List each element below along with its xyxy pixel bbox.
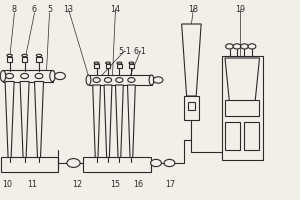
FancyBboxPatch shape [22, 56, 27, 62]
FancyBboxPatch shape [244, 122, 259, 150]
Ellipse shape [129, 62, 134, 64]
Ellipse shape [94, 62, 99, 64]
FancyBboxPatch shape [1, 157, 58, 172]
FancyBboxPatch shape [117, 64, 122, 68]
FancyBboxPatch shape [36, 56, 42, 62]
Circle shape [226, 44, 233, 49]
Text: 12: 12 [72, 180, 82, 189]
Circle shape [248, 44, 256, 49]
Text: 13: 13 [63, 4, 74, 14]
Circle shape [233, 44, 241, 49]
Circle shape [116, 78, 123, 82]
Ellipse shape [50, 71, 55, 82]
Text: 19: 19 [235, 4, 245, 14]
Text: 15: 15 [110, 180, 121, 189]
Text: 16: 16 [134, 180, 144, 189]
Polygon shape [104, 85, 112, 162]
Text: 18: 18 [188, 4, 199, 14]
FancyBboxPatch shape [106, 64, 110, 68]
FancyBboxPatch shape [94, 64, 99, 68]
Text: 14: 14 [110, 4, 121, 14]
Polygon shape [34, 82, 43, 162]
Ellipse shape [149, 75, 154, 85]
FancyBboxPatch shape [83, 157, 151, 172]
Ellipse shape [36, 54, 42, 57]
Circle shape [55, 72, 65, 80]
Polygon shape [20, 82, 29, 162]
Polygon shape [182, 24, 201, 96]
FancyBboxPatch shape [225, 100, 259, 116]
Ellipse shape [117, 62, 122, 64]
Circle shape [241, 44, 248, 49]
Circle shape [6, 73, 14, 79]
Ellipse shape [106, 62, 110, 64]
Text: 8: 8 [12, 4, 17, 14]
FancyBboxPatch shape [129, 64, 134, 68]
Circle shape [35, 73, 43, 79]
FancyBboxPatch shape [225, 122, 240, 150]
Circle shape [93, 78, 100, 82]
Circle shape [153, 77, 163, 83]
Circle shape [164, 159, 175, 167]
Text: 6-1: 6-1 [134, 46, 147, 55]
FancyBboxPatch shape [184, 96, 199, 120]
Polygon shape [5, 82, 14, 162]
Circle shape [67, 159, 80, 167]
FancyBboxPatch shape [3, 70, 52, 82]
FancyBboxPatch shape [7, 56, 12, 62]
Ellipse shape [86, 75, 91, 85]
Polygon shape [225, 58, 260, 103]
Text: 5: 5 [47, 4, 52, 14]
Circle shape [21, 73, 28, 79]
FancyBboxPatch shape [88, 75, 152, 85]
Text: 10: 10 [2, 180, 13, 189]
FancyBboxPatch shape [188, 102, 195, 110]
Ellipse shape [0, 71, 6, 82]
Text: 5-1: 5-1 [118, 46, 131, 55]
Circle shape [104, 78, 112, 82]
Circle shape [151, 159, 161, 167]
Text: 11: 11 [27, 180, 38, 189]
Ellipse shape [7, 54, 12, 57]
Text: 17: 17 [165, 180, 176, 189]
Polygon shape [93, 85, 101, 162]
Polygon shape [116, 85, 123, 162]
FancyBboxPatch shape [222, 56, 262, 160]
Polygon shape [128, 85, 135, 162]
Circle shape [128, 78, 135, 82]
Ellipse shape [22, 54, 27, 57]
Text: 6: 6 [32, 4, 37, 14]
